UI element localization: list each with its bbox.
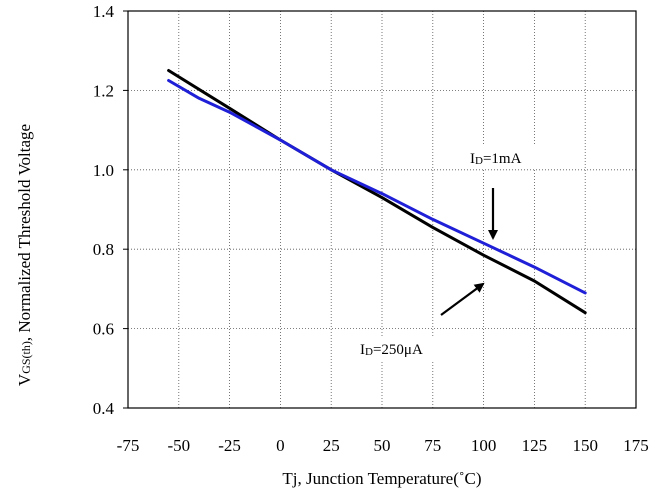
x-tick-label: 75 [424, 436, 441, 455]
y-tick-label: 1.0 [93, 161, 114, 180]
series-line-250ua [167, 69, 587, 315]
x-tick-label: 0 [276, 436, 285, 455]
annotation-250ua-label: ID=250μA [360, 342, 423, 358]
x-tick-label: -75 [117, 436, 140, 455]
x-axis-title: Tj, Junction Temperature(˚C) [282, 469, 481, 488]
x-tick-label: 25 [323, 436, 340, 455]
x-tick-labels: -75 -50 -25 0 25 50 75 100 125 150 175 [117, 436, 649, 455]
y-tick-label: 1.4 [93, 2, 115, 21]
x-tick-label: 50 [374, 436, 391, 455]
x-tick-label: 100 [471, 436, 497, 455]
annotation-250ua-bg [355, 336, 473, 360]
y-axis-title: VGS(th), Normalized Threshold Voltage [15, 124, 34, 386]
y-tick-label: 0.8 [93, 240, 114, 259]
series-layer [167, 69, 587, 315]
series-line-1ma [167, 79, 587, 295]
x-tick-label: -50 [167, 436, 190, 455]
plot-frame [127, 10, 637, 409]
annotation-1ma-label: ID=1mA [470, 151, 522, 167]
y-tick-label: 0.4 [93, 399, 115, 418]
grid [128, 11, 636, 408]
x-tick-label: 175 [623, 436, 649, 455]
x-tick-label: 125 [522, 436, 548, 455]
y-tick-label: 1.2 [93, 81, 114, 100]
x-tick-label: 150 [572, 436, 598, 455]
annotation-1ma-bg [465, 146, 560, 168]
y-tick-label: 0.6 [93, 320, 114, 339]
y-tick-labels: 0.4 0.6 0.8 1.0 1.2 1.4 [93, 2, 128, 418]
annotation-250ua-arrow [440, 282, 485, 316]
x-tick-label: -25 [218, 436, 241, 455]
